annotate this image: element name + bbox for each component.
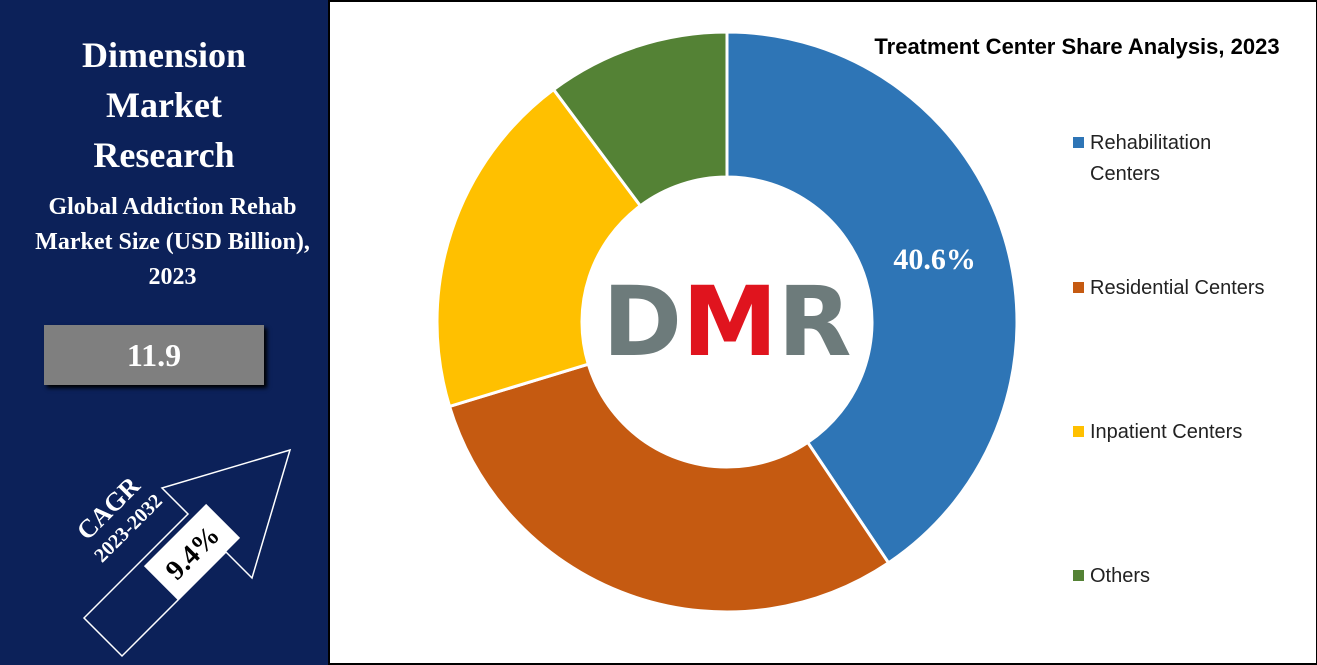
chart-title: Treatment Center Share Analysis, 2023 — [874, 34, 1280, 59]
legend-label: Others — [1090, 565, 1151, 587]
legend-label: Inpatient Centers — [1090, 421, 1243, 443]
value-box — [44, 325, 264, 385]
legend-label: Residential Centers — [1090, 277, 1265, 299]
logo-letter: R — [778, 266, 852, 378]
brand: Dimension Market Research — [81, 35, 247, 175]
legend-swatch — [1073, 570, 1084, 581]
donut-slice — [435, 87, 643, 409]
logo-letter: M — [682, 266, 778, 378]
market-size: 11.9 — [126, 337, 182, 373]
data-label: 40.6% — [893, 243, 976, 276]
logo-letter: D — [602, 266, 682, 378]
donut-slice — [551, 30, 729, 208]
legend-label: Rehabilitation Centers — [1090, 132, 1212, 185]
arrow-outline — [82, 448, 292, 658]
legend-swatch — [1073, 137, 1084, 148]
legend-swatch — [1073, 282, 1084, 293]
cagr-box — [143, 503, 241, 601]
legend-swatch — [1073, 426, 1084, 437]
cagr-arrow: CAGR 2023-2032 9.4% — [71, 448, 292, 658]
center-logo: DMR — [602, 266, 851, 378]
subtitle: Global Addiction Rehab Market Size (USD … — [35, 194, 310, 290]
donut-slice — [725, 30, 1019, 565]
donut-slice — [447, 362, 891, 614]
